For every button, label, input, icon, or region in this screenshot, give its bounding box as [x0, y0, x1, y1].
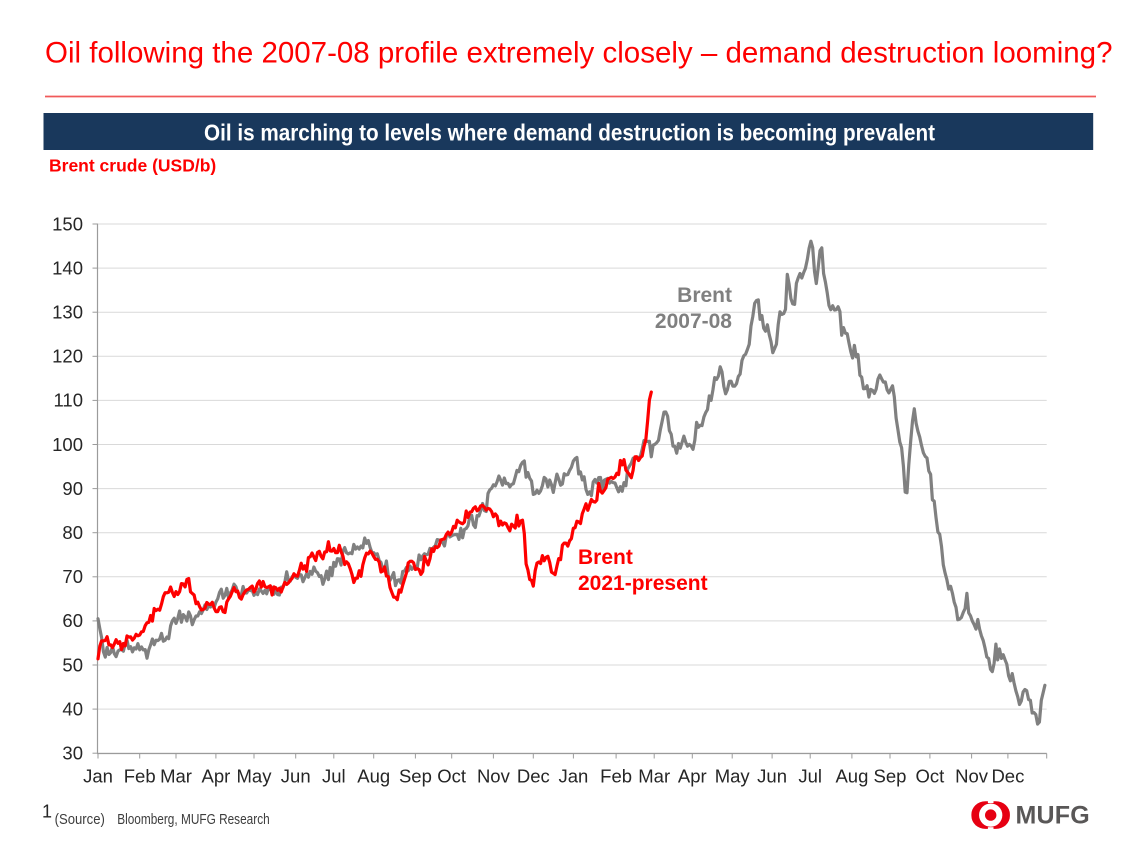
- svg-text:Oil following the 2007-08 prof: Oil following the 2007-08 profile extrem…: [45, 36, 1113, 69]
- svg-text:Oct: Oct: [437, 766, 466, 787]
- svg-text:May: May: [715, 766, 751, 787]
- svg-text:80: 80: [62, 522, 83, 543]
- svg-text:Apr: Apr: [202, 766, 231, 787]
- svg-text:Jun: Jun: [281, 766, 311, 787]
- svg-text:(Source): (Source): [55, 811, 105, 828]
- svg-text:Sep: Sep: [399, 766, 432, 787]
- svg-text:Oct: Oct: [916, 766, 945, 787]
- svg-text:40: 40: [62, 698, 83, 719]
- svg-text:Feb: Feb: [124, 766, 156, 787]
- svg-text:50: 50: [62, 654, 83, 675]
- svg-text:130: 130: [52, 302, 83, 323]
- svg-text:Jul: Jul: [798, 766, 822, 787]
- svg-text:Sep: Sep: [874, 766, 907, 787]
- svg-text:Jan: Jan: [83, 766, 113, 787]
- svg-text:100: 100: [52, 434, 83, 455]
- svg-text:Jul: Jul: [322, 766, 346, 787]
- svg-text:140: 140: [52, 257, 83, 278]
- svg-text:Jan: Jan: [558, 766, 588, 787]
- svg-text:Mar: Mar: [160, 766, 192, 787]
- svg-text:Oil is marching to levels wher: Oil is marching to levels where demand d…: [204, 120, 935, 146]
- svg-text:120: 120: [52, 346, 83, 367]
- svg-text:Nov: Nov: [477, 766, 511, 787]
- svg-text:2007-08: 2007-08: [655, 310, 732, 333]
- svg-text:MUFG: MUFG: [1016, 802, 1090, 830]
- svg-text:1: 1: [42, 802, 52, 822]
- svg-text:Dec: Dec: [517, 766, 550, 787]
- svg-text:60: 60: [62, 610, 83, 631]
- svg-text:2021-present: 2021-present: [578, 572, 708, 595]
- svg-text:Nov: Nov: [955, 766, 989, 787]
- svg-text:90: 90: [62, 478, 83, 499]
- svg-text:Jun: Jun: [757, 766, 787, 787]
- svg-text:Bloomberg, MUFG Research: Bloomberg, MUFG Research: [117, 812, 270, 828]
- svg-text:Aug: Aug: [357, 766, 390, 787]
- svg-text:Mar: Mar: [638, 766, 670, 787]
- svg-text:150: 150: [52, 213, 83, 234]
- svg-text:May: May: [237, 766, 273, 787]
- svg-text:Dec: Dec: [991, 766, 1024, 787]
- svg-text:Apr: Apr: [678, 766, 707, 787]
- svg-text:Brent: Brent: [578, 546, 633, 569]
- svg-text:30: 30: [62, 743, 83, 764]
- svg-text:110: 110: [54, 390, 84, 411]
- svg-text:70: 70: [62, 566, 83, 587]
- svg-text:Brent: Brent: [677, 284, 732, 307]
- svg-text:Aug: Aug: [835, 766, 868, 787]
- svg-text:Feb: Feb: [600, 766, 632, 787]
- svg-text:Brent crude (USD/b): Brent crude (USD/b): [49, 156, 216, 176]
